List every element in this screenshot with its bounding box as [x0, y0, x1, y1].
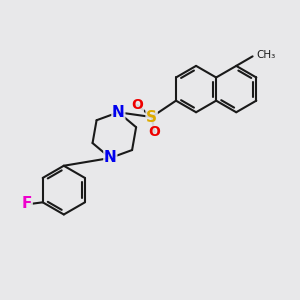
Text: N: N	[112, 105, 125, 120]
Text: O: O	[131, 98, 143, 112]
Text: S: S	[146, 110, 157, 124]
Text: CH₃: CH₃	[256, 50, 275, 60]
Text: O: O	[149, 125, 161, 140]
Text: F: F	[22, 196, 32, 211]
Text: N: N	[104, 151, 117, 166]
